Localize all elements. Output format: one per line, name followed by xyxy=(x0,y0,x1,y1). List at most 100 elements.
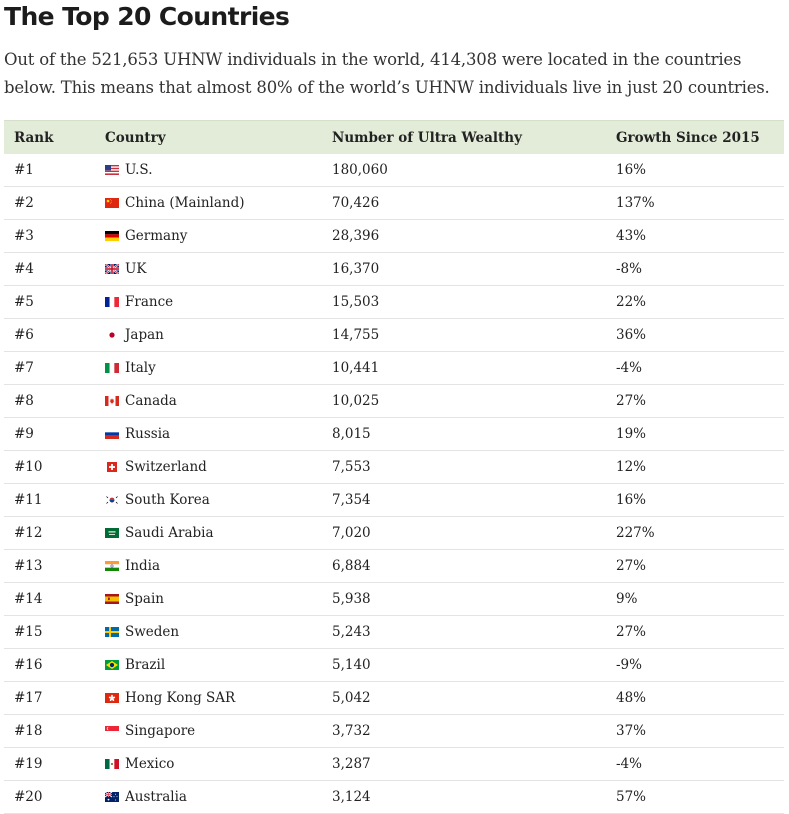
growth-cell: 12% xyxy=(606,450,784,484)
south-korea-flag-icon xyxy=(105,495,119,505)
country-cell: Australia xyxy=(95,780,322,814)
rank-cell: #17 xyxy=(4,681,95,715)
country-name: U.S. xyxy=(125,162,153,178)
table-row: #13 India 6,884 27% xyxy=(4,549,784,583)
country-cell: Spain xyxy=(95,582,322,616)
country-cell: Japan xyxy=(95,318,322,352)
number-cell: 14,755 xyxy=(322,318,606,352)
country-name: South Korea xyxy=(125,492,210,508)
country-name: Italy xyxy=(125,360,156,376)
rank-cell: #12 xyxy=(4,516,95,550)
rank-cell: #11 xyxy=(4,483,95,517)
rank-cell: #5 xyxy=(4,285,95,319)
growth-cell: -4% xyxy=(606,747,784,781)
hong-kong-flag-icon xyxy=(105,693,119,703)
country-cell: U.S. xyxy=(95,154,322,187)
number-cell: 10,441 xyxy=(322,351,606,385)
growth-cell: 43% xyxy=(606,219,784,253)
growth-cell: 227% xyxy=(606,516,784,550)
country-cell: India xyxy=(95,549,322,583)
country-cell: Brazil xyxy=(95,648,322,682)
country-name: Canada xyxy=(125,393,177,409)
table-row: #8 Canada 10,025 27% xyxy=(4,384,784,418)
table-row: #4 UK 16,370 -8% xyxy=(4,252,784,286)
number-cell: 16,370 xyxy=(322,252,606,286)
country-name: France xyxy=(125,294,174,310)
growth-cell: -4% xyxy=(606,351,784,385)
growth-cell: 37% xyxy=(606,714,784,748)
japan-flag-icon xyxy=(105,330,119,340)
india-flag-icon xyxy=(105,561,119,571)
table-row: #17 Hong Kong SAR 5,042 48% xyxy=(4,681,784,715)
canada-flag-icon xyxy=(105,396,119,406)
rank-cell: #9 xyxy=(4,417,95,451)
growth-cell: 16% xyxy=(606,154,784,187)
us-flag-icon xyxy=(105,165,119,175)
rank-cell: #19 xyxy=(4,747,95,781)
rank-cell: #7 xyxy=(4,351,95,385)
number-cell: 5,140 xyxy=(322,648,606,682)
countries-table: Rank Country Number of Ultra Wealthy Gro… xyxy=(4,120,784,814)
country-name: Sweden xyxy=(125,624,180,640)
mexico-flag-icon xyxy=(105,759,119,769)
rank-cell: #15 xyxy=(4,615,95,649)
uk-flag-icon xyxy=(105,264,119,274)
number-cell: 5,243 xyxy=(322,615,606,649)
country-name: Russia xyxy=(125,426,171,442)
number-cell: 3,287 xyxy=(322,747,606,781)
number-cell: 15,503 xyxy=(322,285,606,319)
number-cell: 3,124 xyxy=(322,780,606,814)
country-name: Singapore xyxy=(125,723,196,739)
number-cell: 28,396 xyxy=(322,219,606,253)
growth-cell: 27% xyxy=(606,615,784,649)
number-cell: 180,060 xyxy=(322,154,606,187)
growth-cell: 27% xyxy=(606,549,784,583)
saudi-arabia-flag-icon xyxy=(105,528,119,538)
growth-cell: 57% xyxy=(606,780,784,814)
growth-cell: 22% xyxy=(606,285,784,319)
table-row: #6 Japan 14,755 36% xyxy=(4,318,784,352)
rank-cell: #18 xyxy=(4,714,95,748)
rank-cell: #4 xyxy=(4,252,95,286)
country-name: China (Mainland) xyxy=(125,195,245,211)
country-name: Spain xyxy=(125,591,164,607)
table-row: #7 Italy 10,441 -4% xyxy=(4,351,784,385)
rank-cell: #8 xyxy=(4,384,95,418)
country-cell: Italy xyxy=(95,351,322,385)
rank-cell: #20 xyxy=(4,780,95,814)
rank-cell: #10 xyxy=(4,450,95,484)
brazil-flag-icon xyxy=(105,660,119,670)
singapore-flag-icon xyxy=(105,726,119,736)
number-cell: 7,354 xyxy=(322,483,606,517)
growth-cell: 48% xyxy=(606,681,784,715)
column-header-number: Number of Ultra Wealthy xyxy=(322,120,606,154)
table-row: #15 Sweden 5,243 27% xyxy=(4,615,784,649)
country-name: Germany xyxy=(125,228,188,244)
country-name: Switzerland xyxy=(125,459,207,475)
table-row: #19 Mexico 3,287 -4% xyxy=(4,747,784,781)
table-row: #10 Switzerland 7,553 12% xyxy=(4,450,784,484)
country-cell: Canada xyxy=(95,384,322,418)
number-cell: 3,732 xyxy=(322,714,606,748)
germany-flag-icon xyxy=(105,231,119,241)
country-name: Mexico xyxy=(125,756,175,772)
australia-flag-icon xyxy=(105,792,119,802)
country-cell: Saudi Arabia xyxy=(95,516,322,550)
number-cell: 7,020 xyxy=(322,516,606,550)
table-row: #9 Russia 8,015 19% xyxy=(4,417,784,451)
country-name: Saudi Arabia xyxy=(125,525,214,541)
france-flag-icon xyxy=(105,297,119,307)
table-row: #18 Singapore 3,732 37% xyxy=(4,714,784,748)
spain-flag-icon xyxy=(105,594,119,604)
country-cell: UK xyxy=(95,252,322,286)
table-row: #16 Brazil 5,140 -9% xyxy=(4,648,784,682)
growth-cell: -8% xyxy=(606,252,784,286)
number-cell: 5,042 xyxy=(322,681,606,715)
rank-cell: #3 xyxy=(4,219,95,253)
country-name: UK xyxy=(125,261,147,277)
growth-cell: 16% xyxy=(606,483,784,517)
growth-cell: 137% xyxy=(606,186,784,220)
number-cell: 8,015 xyxy=(322,417,606,451)
country-cell: Mexico xyxy=(95,747,322,781)
italy-flag-icon xyxy=(105,363,119,373)
